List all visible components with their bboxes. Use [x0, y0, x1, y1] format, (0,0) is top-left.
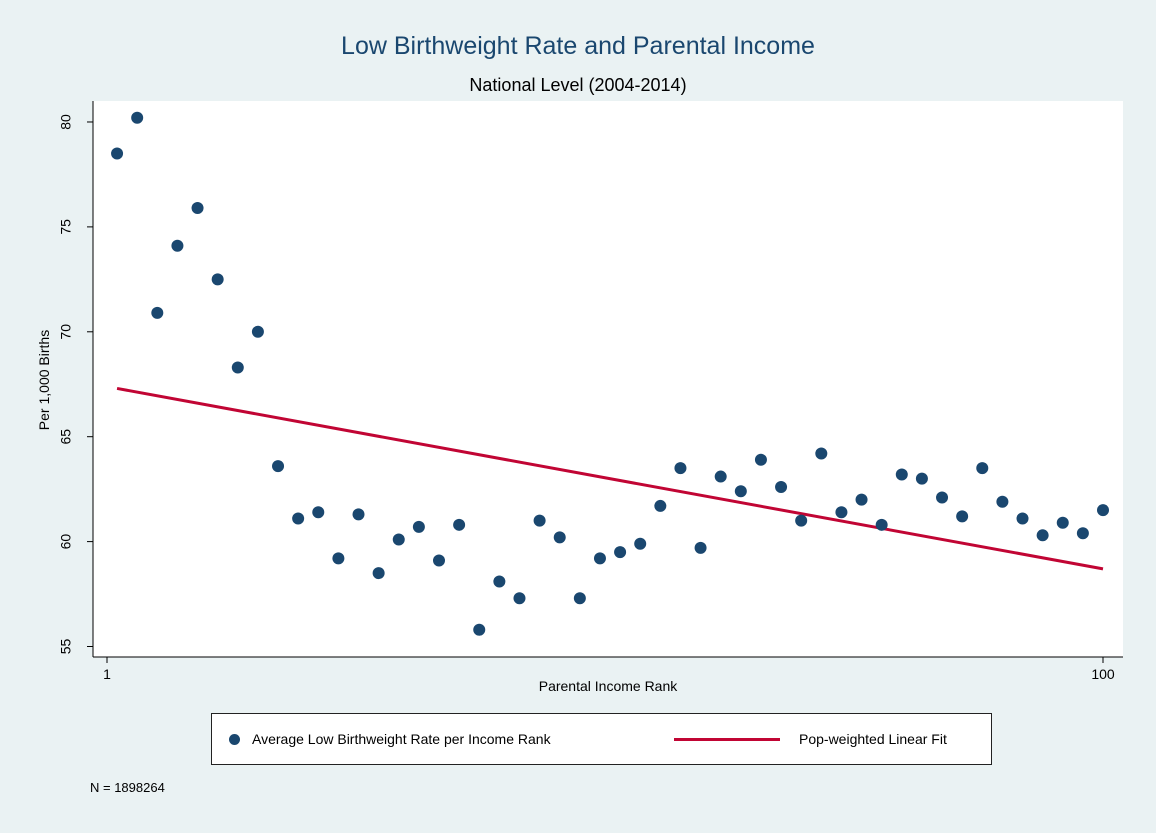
data-point: [1036, 529, 1049, 542]
data-point: [553, 531, 566, 544]
chart-title: Low Birthweight Rate and Parental Income: [341, 32, 815, 60]
data-point: [111, 147, 124, 160]
legend-label-fit-line: Pop-weighted Linear Fit: [799, 731, 947, 747]
data-point: [131, 111, 144, 124]
data-point: [352, 508, 365, 521]
data-point: [573, 592, 586, 605]
data-point: [996, 495, 1009, 508]
data-point: [412, 520, 425, 533]
data-point: [312, 506, 325, 519]
data-point: [815, 447, 828, 460]
data-point: [453, 518, 466, 531]
x-tick-label: 100: [1091, 666, 1115, 682]
data-point: [593, 552, 606, 565]
linear-fit-line: [116, 386, 1104, 571]
sample-size-note: N = 1898264: [90, 780, 165, 795]
data-point: [936, 491, 949, 504]
data-point: [533, 514, 546, 527]
y-axis-label: Per 1,000 Births: [36, 329, 52, 431]
data-point: [614, 546, 627, 559]
x-axis-label: Parental Income Rank: [538, 678, 678, 694]
data-point: [754, 453, 767, 466]
data-point: [433, 554, 445, 567]
legend-marker-fit-line: [674, 738, 780, 741]
y-tick-label: 65: [58, 429, 74, 445]
y-tick-label: 75: [58, 219, 74, 235]
plot-area: [93, 101, 1123, 657]
data-point: [292, 512, 305, 525]
data-point: [855, 493, 868, 506]
y-tick-label: 60: [58, 534, 74, 550]
data-point: [714, 470, 727, 483]
data-point: [372, 567, 385, 580]
data-point: [251, 325, 264, 338]
data-point: [513, 592, 526, 605]
legend-label-scatter: Average Low Birthweight Rate per Income …: [252, 731, 551, 747]
data-point: [835, 506, 848, 519]
data-point: [392, 533, 405, 546]
data-point: [493, 575, 506, 588]
data-point: [875, 518, 888, 531]
data-point: [734, 485, 747, 498]
data-point: [976, 462, 989, 475]
data-point: [895, 468, 908, 481]
data-point: [915, 472, 928, 485]
x-tick-label: 1: [103, 666, 111, 682]
data-point: [211, 273, 224, 286]
y-tick-label: 70: [58, 324, 74, 340]
data-point: [1016, 512, 1029, 525]
data-point: [1076, 527, 1089, 540]
data-point: [654, 499, 667, 512]
y-tick-label: 80: [58, 114, 74, 130]
data-point: [674, 462, 687, 475]
legend-marker-scatter: [229, 734, 240, 745]
data-point: [151, 306, 164, 319]
data-point: [1056, 516, 1069, 529]
data-point: [332, 552, 345, 565]
data-point: [272, 460, 285, 473]
data-point: [1097, 504, 1109, 517]
y-tick-label: 55: [58, 639, 74, 655]
data-point: [956, 510, 969, 523]
data-point: [171, 239, 184, 252]
data-point: [634, 537, 647, 550]
data-point: [231, 361, 244, 374]
data-point: [473, 623, 486, 636]
legend: Average Low Birthweight Rate per Income …: [211, 713, 992, 765]
data-point: [775, 481, 788, 494]
data-point: [795, 514, 808, 527]
chart-subtitle: National Level (2004-2014): [469, 75, 687, 95]
data-point: [191, 202, 204, 215]
data-point: [694, 541, 707, 554]
